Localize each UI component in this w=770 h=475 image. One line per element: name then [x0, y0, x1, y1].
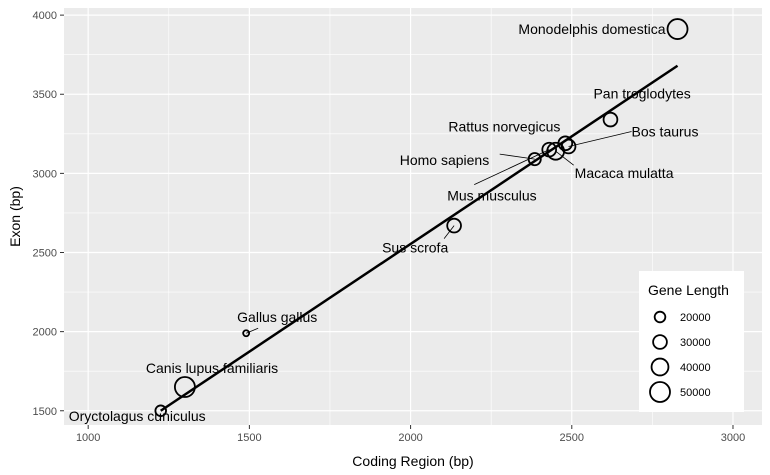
data-point [666, 18, 689, 40]
point-label: Oryctolagus cuniculus [69, 408, 206, 424]
legend-symbol [653, 310, 667, 324]
x-tick-label: 2500 [560, 432, 584, 444]
point-label: Macaca mulatta [575, 165, 674, 181]
data-point [527, 152, 542, 167]
y-tick-label: 4000 [33, 10, 57, 22]
y-tick-label: 3500 [33, 89, 57, 101]
data-point [446, 217, 462, 234]
data-point [174, 376, 196, 398]
point-label: Canis lupus familiaris [146, 360, 278, 376]
x-tick-label: 2000 [398, 432, 422, 444]
y-tick-label: 2500 [33, 248, 57, 260]
legend-label: 30000 [680, 337, 711, 349]
point-label: Homo sapiens [400, 152, 490, 168]
y-tick-label: 1500 [33, 406, 57, 418]
leader-line [474, 149, 550, 186]
axes: 1000 1500 2000 2500 3000 1500 2000 2500 3000 3500… [33, 10, 746, 444]
size-legend: Gene Length 20000 30000 40000 50000 [639, 271, 744, 412]
leader-line [443, 225, 455, 239]
point-label: Bos taurus [632, 123, 699, 139]
leader-line [555, 150, 574, 166]
legend-symbol [649, 381, 671, 403]
data-point [546, 141, 566, 161]
legend-key [647, 305, 671, 329]
data-point [154, 404, 167, 417]
y-tick-label: 2000 [33, 327, 57, 339]
x-tick-label: 1000 [76, 432, 100, 444]
leader-line [568, 131, 632, 147]
legend-items: 20000 30000 40000 50000 [647, 305, 711, 404]
point-label: Sus scrofa [382, 240, 448, 256]
data-point [602, 111, 619, 128]
point-labels: Monodelphis domestica Pan troglodytes Ratt… [69, 21, 699, 424]
point-label: Mus musculus [447, 188, 536, 204]
legend-label: 20000 [680, 312, 711, 324]
grid-lines [64, 8, 762, 425]
fit-line [160, 64, 679, 412]
point-label: Pan troglodytes [593, 86, 690, 102]
x-tick-label: 1500 [237, 432, 261, 444]
data-point [541, 141, 558, 158]
legend-symbol [650, 357, 670, 377]
legend-title: Gene Length [648, 282, 729, 298]
y-tick-label: 3000 [33, 168, 57, 180]
x-axis-title: Coding Region (bp) [352, 453, 473, 469]
data-points [154, 18, 689, 417]
point-label: Monodelphis domestica [518, 21, 665, 37]
y-axis-title: Exon (bp) [7, 186, 23, 247]
legend-symbol [652, 334, 668, 350]
point-label: Rattus norvegicus [448, 118, 560, 134]
legend-label: 40000 [680, 362, 711, 374]
point-label: Gallus gallus [237, 309, 317, 325]
x-tick-label: 3000 [721, 432, 745, 444]
data-point [242, 329, 251, 338]
label-leaders [246, 131, 632, 334]
legend-label: 50000 [680, 387, 711, 399]
